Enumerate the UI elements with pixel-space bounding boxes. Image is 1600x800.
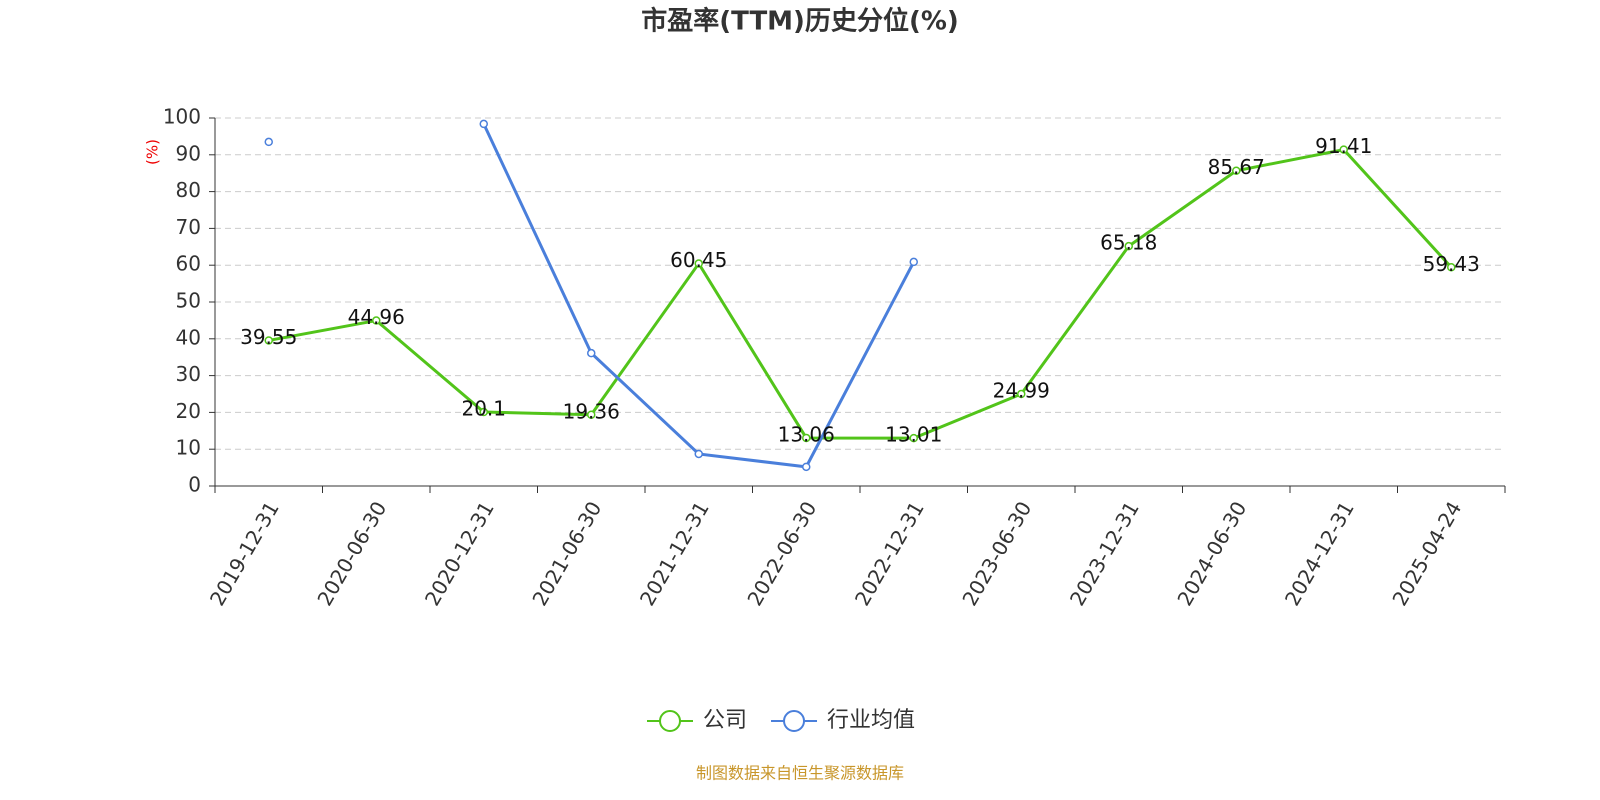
y-tick-label: 20 <box>176 399 201 423</box>
y-tick-label: 10 <box>176 436 201 460</box>
data-label: 24.99 <box>993 379 1050 403</box>
x-tick-label: 2024-06-30 <box>1172 497 1251 610</box>
y-axis-label: (%) <box>144 139 162 165</box>
data-point <box>909 433 918 443</box>
data-point <box>479 119 488 129</box>
data-point <box>1339 145 1348 154</box>
data-label: 65.18 <box>1100 231 1157 255</box>
data-label: 13.01 <box>885 423 942 447</box>
data-point <box>1017 389 1026 399</box>
data-label: 44.96 <box>348 305 405 329</box>
y-tick-label: 50 <box>176 289 201 313</box>
x-tick-label: 2019-12-31 <box>205 497 284 610</box>
legend-marker <box>659 710 681 732</box>
x-tick-label: 2020-12-31 <box>420 497 499 610</box>
data-point <box>587 410 596 420</box>
x-tick-label: 2023-06-30 <box>957 497 1036 610</box>
data-point <box>479 407 488 417</box>
x-tick-label: 2022-12-31 <box>850 497 929 610</box>
data-label: 59.43 <box>1423 252 1480 276</box>
data-point <box>802 462 811 472</box>
y-tick-label: 30 <box>176 362 201 386</box>
x-tick-label: 2024-12-31 <box>1280 497 1359 610</box>
x-tick-label: 2023-12-31 <box>1065 497 1144 610</box>
data-label: 20.1 <box>461 397 506 421</box>
legend-marker <box>783 710 806 732</box>
legend-item[interactable]: 行业均值 <box>771 708 915 733</box>
legend-label: 行业均值 <box>827 708 915 733</box>
legend-item[interactable]: 公司 <box>647 708 747 733</box>
series-line <box>482 123 916 469</box>
data-point <box>1447 263 1456 272</box>
y-tick-label: 70 <box>176 215 201 239</box>
x-tick-label: 2021-12-31 <box>635 497 714 610</box>
data-point <box>909 257 918 267</box>
data-label: 85.67 <box>1208 155 1265 179</box>
data-label: 60.45 <box>670 248 727 272</box>
data-point <box>802 433 811 443</box>
data-point <box>694 259 703 268</box>
x-tick-label: 2022-06-30 <box>742 497 821 610</box>
data-label: 91.41 <box>1315 134 1372 158</box>
x-tick-label: 2025-04-24 <box>1387 497 1466 610</box>
data-point <box>694 449 703 459</box>
y-tick-label: 0 <box>188 473 201 497</box>
data-label: 13.06 <box>778 422 835 446</box>
y-tick-label: 100 <box>163 105 201 129</box>
data-point <box>372 316 381 325</box>
x-tick-label: 2021-06-30 <box>527 497 606 610</box>
data-point <box>1124 241 1133 251</box>
x-tick-label: 2020-06-30 <box>312 497 391 610</box>
legend-label: 公司 <box>703 708 747 733</box>
y-tick-label: 90 <box>176 141 201 165</box>
data-point <box>1232 166 1241 175</box>
data-point <box>587 348 596 358</box>
y-tick-label: 60 <box>176 252 201 276</box>
chart-title: 市盈率(TTM)历史分位(%) <box>641 6 959 37</box>
y-tick-label: 40 <box>176 325 201 349</box>
y-tick-label: 80 <box>176 178 201 202</box>
data-point <box>264 336 273 345</box>
data-label: 39.55 <box>240 325 297 349</box>
data-point <box>264 137 273 147</box>
source-note: 制图数据来自恒生聚源数据库 <box>696 764 904 783</box>
series-line <box>268 147 1453 440</box>
data-label: 19.36 <box>563 399 620 423</box>
